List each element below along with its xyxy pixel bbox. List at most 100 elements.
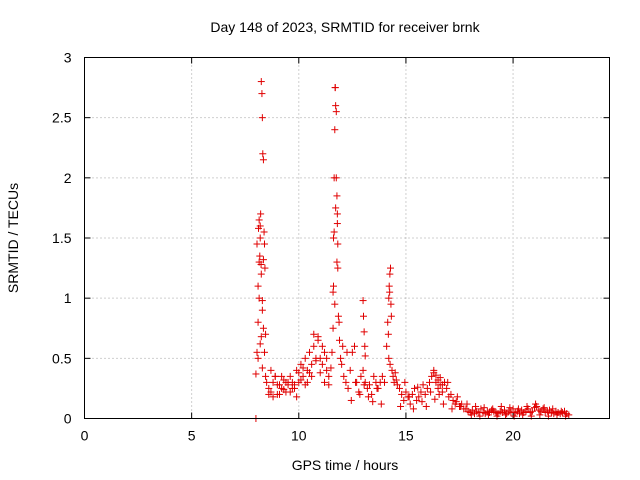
data-point: [421, 390, 429, 398]
data-point: [267, 366, 275, 374]
data-point: [477, 405, 485, 413]
data-point: [389, 372, 397, 380]
data-point: [411, 384, 418, 392]
data-point: [359, 297, 367, 305]
data-point: [453, 393, 461, 401]
data-point: [306, 369, 313, 377]
data-point: [357, 372, 365, 380]
data-point: [333, 210, 341, 218]
data-point: [253, 240, 261, 248]
data-point: [557, 407, 565, 415]
data-point: [427, 388, 435, 396]
data-point: [384, 330, 392, 338]
data-point: [252, 370, 260, 378]
chart-title: Day 148 of 2023, SRMTID for receiver brn…: [210, 19, 480, 35]
data-point: [346, 366, 354, 374]
data-point: [439, 400, 447, 408]
data-point: [256, 252, 264, 260]
data-point: [306, 348, 313, 356]
data-point: [528, 407, 536, 415]
data-point: [258, 306, 266, 314]
data-point: [259, 150, 267, 158]
data-point: [336, 336, 343, 344]
data-points: [252, 78, 573, 422]
data-point: [361, 352, 369, 360]
data-point: [364, 393, 372, 401]
data-point: [363, 384, 371, 392]
data-point: [351, 342, 358, 350]
data-point: [434, 384, 442, 392]
data-point: [265, 384, 273, 392]
y-tick-label: 2: [64, 170, 72, 186]
data-point: [339, 342, 347, 350]
data-point: [261, 348, 268, 356]
data-point: [370, 372, 378, 380]
data-point: [269, 393, 277, 401]
data-point: [316, 354, 324, 362]
data-point: [426, 378, 433, 386]
data-point: [396, 384, 403, 392]
data-point: [255, 224, 262, 232]
data-point: [301, 354, 309, 362]
data-point: [318, 342, 326, 350]
data-point: [257, 78, 265, 86]
data-point: [308, 360, 316, 368]
data-point: [276, 390, 283, 398]
data-point: [369, 398, 377, 406]
data-point: [256, 340, 264, 348]
data-point: [352, 378, 360, 386]
data-point: [331, 126, 339, 134]
data-point: [259, 156, 267, 164]
data-point: [331, 84, 339, 92]
data-point: [258, 364, 266, 372]
data-point: [261, 264, 269, 272]
y-tick-label: 1.5: [52, 230, 72, 246]
data-point: [278, 372, 286, 380]
data-point: [330, 282, 337, 290]
data-point: [415, 393, 423, 401]
data-point: [377, 400, 385, 408]
data-point: [329, 324, 337, 332]
data-point: [385, 282, 393, 290]
data-point: [334, 312, 342, 320]
data-point: [536, 411, 544, 419]
data-point: [256, 234, 264, 242]
data-point: [386, 270, 394, 278]
data-point: [457, 402, 465, 410]
data-point: [301, 381, 309, 389]
data-point: [318, 360, 326, 368]
data-point: [323, 366, 331, 374]
data-point: [299, 372, 307, 380]
data-point: [297, 376, 305, 384]
data-point: [334, 264, 342, 272]
data-point: [332, 174, 340, 182]
data-point: [401, 378, 409, 386]
x-tick-labels: 0 5 10 15 20: [81, 428, 521, 444]
data-point: [257, 210, 265, 218]
data-point: [269, 378, 277, 386]
data-point: [259, 324, 267, 332]
data-point: [523, 402, 531, 410]
data-point: [385, 354, 393, 362]
data-point: [565, 411, 573, 419]
data-point: [332, 102, 340, 110]
data-point: [406, 400, 414, 408]
y-tick-labels: 0 0.5 1 1.5 2 2.5 3: [52, 50, 72, 427]
data-point: [280, 386, 288, 394]
data-point: [310, 330, 318, 338]
data-point: [284, 381, 292, 389]
data-point: [549, 405, 557, 413]
data-point: [393, 381, 401, 389]
data-point: [323, 354, 331, 362]
data-point: [293, 393, 301, 401]
data-point: [540, 404, 548, 412]
data-point: [405, 393, 413, 401]
data-point: [254, 318, 262, 326]
data-point: [258, 90, 266, 98]
data-point: [316, 369, 324, 377]
data-point: [321, 348, 328, 356]
data-point: [506, 404, 514, 412]
data-point: [480, 404, 488, 412]
data-point: [452, 398, 460, 406]
data-point: [413, 396, 421, 404]
